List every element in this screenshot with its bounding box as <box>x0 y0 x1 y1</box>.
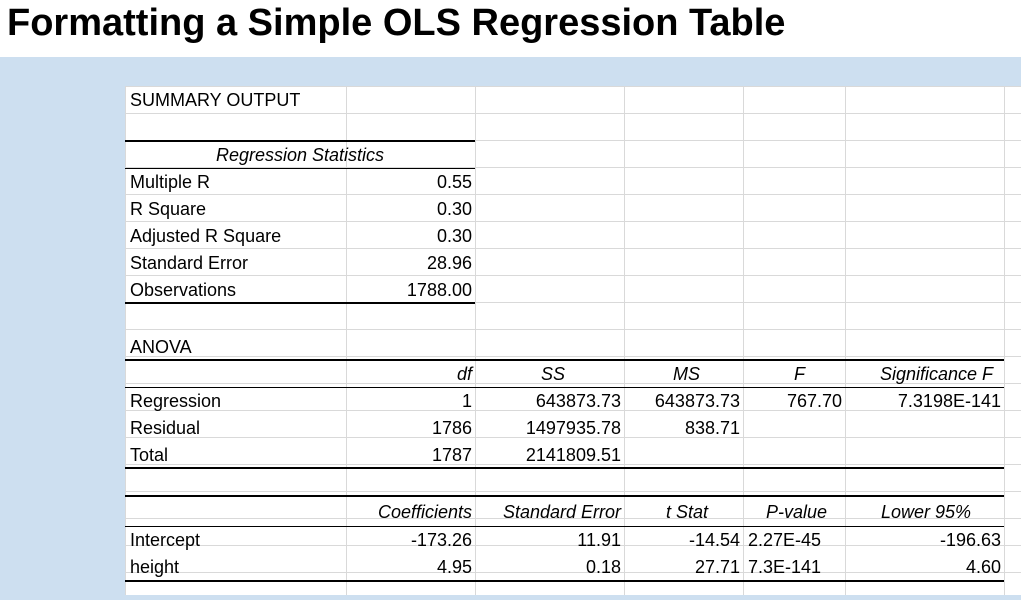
stat-label[interactable]: Multiple R <box>130 172 211 192</box>
table-border <box>125 302 475 304</box>
stat-value[interactable]: 0.30 <box>436 199 472 219</box>
anova-header-df[interactable]: df <box>456 364 472 384</box>
anova-ms[interactable]: 643873.73 <box>654 391 740 411</box>
coef-p-value[interactable]: 7.3E-141 <box>748 557 822 577</box>
summary-output-label[interactable]: SUMMARY OUTPUT <box>130 90 301 110</box>
anova-row-label[interactable]: Total <box>130 445 169 465</box>
grid-line <box>125 383 1021 384</box>
grid-line <box>125 221 1021 222</box>
coef-standard-error[interactable]: 11.91 <box>577 530 621 550</box>
coef-value[interactable]: -173.26 <box>410 530 472 550</box>
grid-line <box>1004 86 1005 595</box>
grid-line <box>125 491 1021 492</box>
anova-label[interactable]: ANOVA <box>130 337 192 357</box>
table-border <box>125 467 1004 469</box>
grid-line <box>125 572 1021 573</box>
grid-line <box>125 194 1021 195</box>
slide-title: Formatting a Simple OLS Regression Table <box>7 2 786 44</box>
regression-statistics-heading[interactable]: Regression Statistics <box>215 145 385 165</box>
stat-label[interactable]: Adjusted R Square <box>130 226 282 246</box>
stat-value[interactable]: 1788.00 <box>406 280 472 300</box>
coef-t-stat[interactable]: 27.71 <box>694 557 740 577</box>
grid-line <box>125 410 1021 411</box>
anova-header-ms[interactable]: MS <box>673 364 700 384</box>
coef-standard-error[interactable]: 0.18 <box>585 557 621 577</box>
grid-line <box>125 167 1021 168</box>
anova-significance-f[interactable]: 7.3198E-141 <box>897 391 1001 411</box>
stat-value[interactable]: 0.55 <box>436 172 472 192</box>
grid-line <box>125 113 1021 114</box>
grid-line <box>845 86 846 595</box>
stat-value[interactable]: 28.96 <box>426 253 472 273</box>
anova-df[interactable]: 1786 <box>431 418 472 438</box>
table-border <box>125 359 1004 361</box>
anova-ss[interactable]: 643873.73 <box>535 391 621 411</box>
coef-lower-95[interactable]: -196.63 <box>939 530 1001 550</box>
anova-df[interactable]: 1 <box>461 391 472 411</box>
anova-f[interactable]: 767.70 <box>786 391 842 411</box>
anova-row-label[interactable]: Residual <box>130 418 201 438</box>
grid-line <box>125 275 1021 276</box>
coef-header-t-stat[interactable]: t Stat <box>665 502 708 522</box>
coef-lower-95[interactable]: 4.60 <box>965 557 1001 577</box>
stat-label[interactable]: Standard Error <box>130 253 249 273</box>
coef-header-p-value[interactable]: P-value <box>765 502 827 522</box>
coef-t-stat[interactable]: -14.54 <box>688 530 740 550</box>
anova-header-f[interactable]: F <box>794 364 805 384</box>
grid-line <box>125 356 1021 357</box>
table-border <box>125 526 1004 527</box>
coef-row-label[interactable]: height <box>130 557 180 577</box>
grid-line <box>624 86 625 595</box>
coef-p-value[interactable]: 2.27E-45 <box>748 530 822 550</box>
grid-line <box>125 302 1021 303</box>
grid-line <box>125 437 1021 438</box>
grid-line <box>475 86 476 595</box>
coef-row-label[interactable]: Intercept <box>130 530 201 550</box>
spreadsheet: SUMMARY OUTPUT Regression Statistics Mul… <box>125 86 1021 595</box>
table-border <box>125 168 475 169</box>
table-border <box>125 387 1004 388</box>
grid-line <box>125 248 1021 249</box>
coef-header-standard-error[interactable]: Standard Error <box>502 502 621 522</box>
grid-line <box>125 86 126 595</box>
anova-df[interactable]: 1787 <box>431 445 472 465</box>
stat-label[interactable]: R Square <box>130 199 207 219</box>
grid-line <box>125 464 1021 465</box>
coef-value[interactable]: 4.95 <box>436 557 472 577</box>
coef-header-coefficients[interactable]: Coefficients <box>377 502 472 522</box>
grid-line <box>125 518 1021 519</box>
anova-row-label[interactable]: Regression <box>130 391 222 411</box>
anova-ms[interactable]: 838.71 <box>684 418 740 438</box>
grid-line <box>125 86 1021 87</box>
grid-line <box>346 86 347 595</box>
table-border <box>125 140 475 142</box>
table-border <box>125 495 1004 497</box>
stat-value[interactable]: 0.30 <box>436 226 472 246</box>
anova-header-ss[interactable]: SS <box>540 364 565 384</box>
grid-line <box>125 329 1021 330</box>
table-border <box>125 580 1004 582</box>
anova-ss[interactable]: 2141809.51 <box>525 445 621 465</box>
grid-line <box>125 140 1021 141</box>
anova-header-significance-f[interactable]: Significance F <box>879 364 993 384</box>
anova-ss[interactable]: 1497935.78 <box>525 418 621 438</box>
stat-label[interactable]: Observations <box>130 280 237 300</box>
coef-header-lower-95[interactable]: Lower 95% <box>880 502 971 522</box>
grid-line <box>743 86 744 595</box>
grid-line <box>125 545 1021 546</box>
